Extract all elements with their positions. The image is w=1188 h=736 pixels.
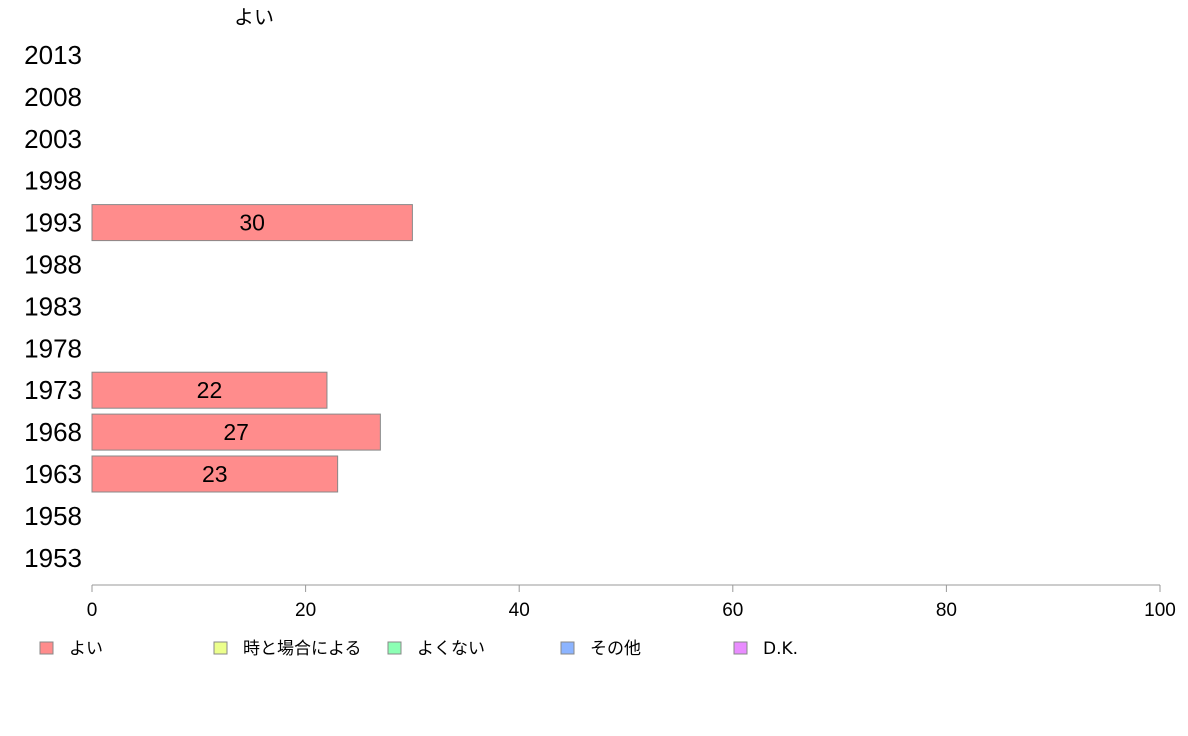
x-tick-label: 40 xyxy=(509,600,530,621)
bars xyxy=(91,204,413,493)
x-tick-label: 60 xyxy=(722,600,743,621)
bar xyxy=(91,413,381,451)
legend-label: D.K. xyxy=(763,639,798,659)
bar-data-label: 30 xyxy=(239,210,265,236)
y-tick-label: 2003 xyxy=(24,124,82,154)
legend-swatch xyxy=(39,641,54,655)
bar-data-label: 27 xyxy=(223,419,249,445)
legend-swatch xyxy=(213,641,228,655)
legend-label: よくない xyxy=(417,639,485,659)
legend-swatch xyxy=(387,641,402,655)
y-tick-label: 1993 xyxy=(24,208,82,238)
x-tick-label: 20 xyxy=(295,600,316,621)
x-tick-label: 100 xyxy=(1144,600,1176,621)
legend: よい 時と場合による よくない その他 D.K. xyxy=(39,639,798,659)
bar xyxy=(91,371,328,409)
bar xyxy=(91,204,413,242)
y-tick-label: 1983 xyxy=(24,291,82,321)
y-tick-label: 1998 xyxy=(24,166,82,196)
legend-label: その他 xyxy=(590,639,641,659)
y-tick-label: 2008 xyxy=(24,82,82,112)
y-tick-label: 1973 xyxy=(24,375,82,405)
legend-label: よい xyxy=(69,639,103,659)
bar-data-label: 22 xyxy=(197,377,223,403)
chart-title: よい xyxy=(234,5,274,29)
legend-label: 時と場合による xyxy=(243,639,362,659)
x-axis: 0 20 40 60 80 100 xyxy=(87,584,1176,621)
legend-swatch xyxy=(560,641,575,655)
y-tick-label: 2013 xyxy=(24,40,82,70)
y-tick-label: 1958 xyxy=(24,501,82,531)
y-tick-label: 1978 xyxy=(24,333,82,363)
y-tick-label: 1968 xyxy=(24,417,82,447)
x-tick-label: 0 xyxy=(87,600,98,621)
y-tick-label: 1963 xyxy=(24,459,82,489)
x-tick-label: 80 xyxy=(936,600,957,621)
legend-swatch xyxy=(733,641,748,655)
y-tick-label: 1988 xyxy=(24,250,82,280)
bar xyxy=(91,455,339,493)
y-tick-label: 1953 xyxy=(24,543,82,573)
bar-data-label: 23 xyxy=(202,461,228,487)
y-axis-tick-labels: 2013 2008 2003 1998 1993 1988 1983 1978 1973 1968… xyxy=(24,40,82,573)
